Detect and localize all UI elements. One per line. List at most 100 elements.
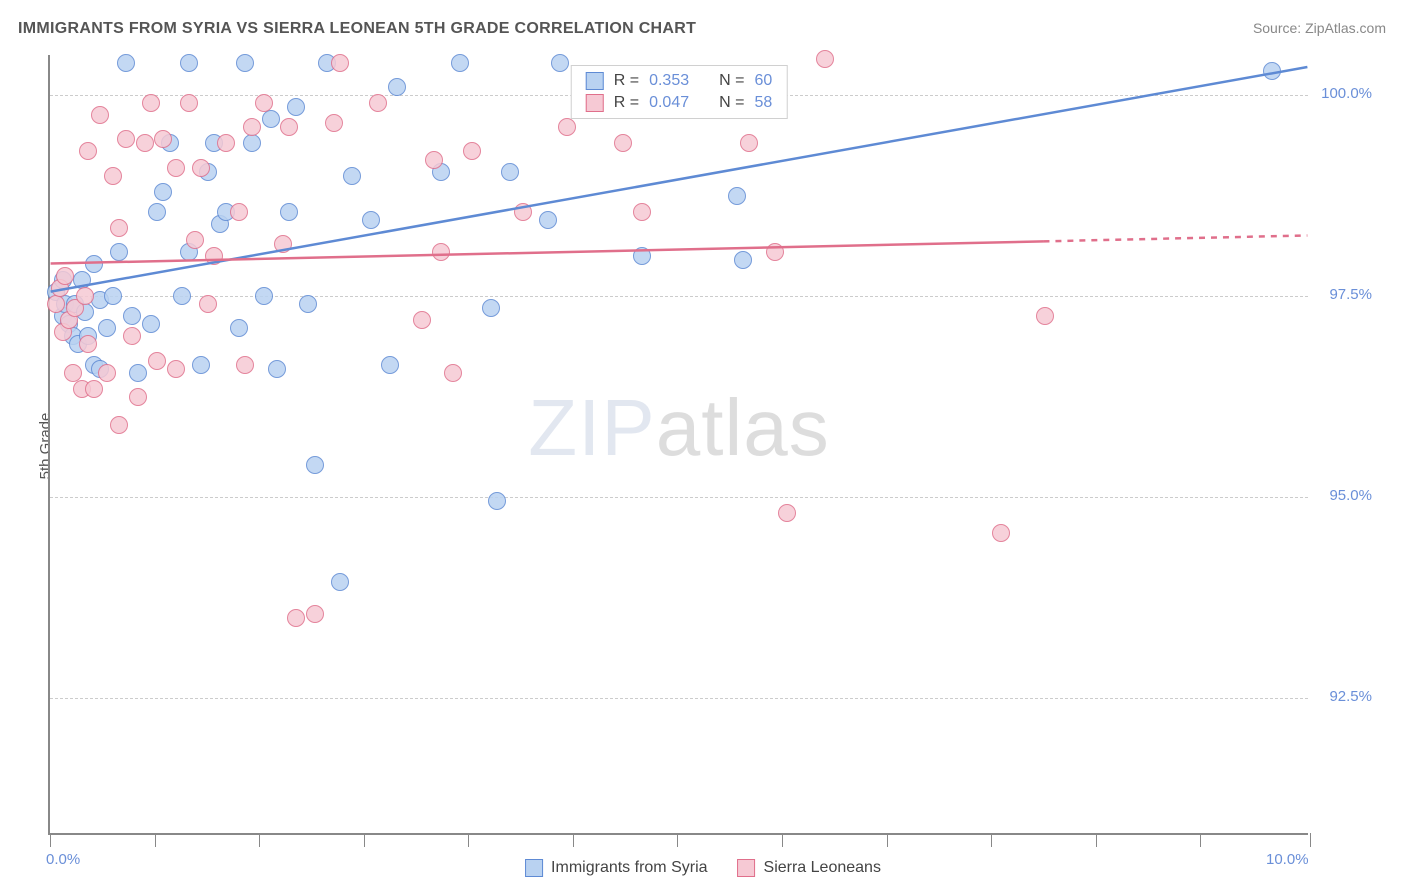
scatter-point [299,295,317,313]
scatter-point [451,54,469,72]
y-tick-label: 97.5% [1329,286,1372,303]
scatter-point [514,203,532,221]
scatter-point [274,235,292,253]
legend-swatch-0 [586,72,604,90]
scatter-point [413,311,431,329]
scatter-point [280,203,298,221]
legend-r-label-1: R = [614,94,639,112]
chart-container: IMMIGRANTS FROM SYRIA VS SIERRA LEONEAN … [0,0,1406,892]
scatter-point [488,492,506,510]
scatter-point [306,605,324,623]
scatter-point [243,134,261,152]
scatter-point [432,243,450,261]
x-minor-tick [1200,833,1201,847]
plot-area: ZIPatlas R = 0.353 N = 60 R = 0.047 N = … [48,55,1308,835]
x-minor-tick [887,833,888,847]
scatter-point [117,130,135,148]
scatter-point [236,356,254,374]
scatter-point [425,151,443,169]
scatter-point [129,388,147,406]
legend-stats-row-0: R = 0.353 N = 60 [586,72,773,90]
scatter-point [104,287,122,305]
scatter-point [236,54,254,72]
x-minor-tick [677,833,678,847]
scatter-point [205,247,223,265]
scatter-point [230,203,248,221]
scatter-point [129,364,147,382]
x-minor-tick [468,833,469,847]
scatter-point [633,203,651,221]
scatter-point [306,456,324,474]
scatter-point [734,251,752,269]
scatter-point [268,360,286,378]
scatter-point [142,315,160,333]
scatter-point [110,219,128,237]
scatter-point [117,54,135,72]
scatter-point [110,416,128,434]
legend-series-swatch-0 [525,859,543,877]
legend-r-value-0: 0.353 [649,72,689,90]
scatter-point [98,319,116,337]
watermark-atlas: atlas [656,383,830,472]
scatter-point [287,98,305,116]
scatter-point [740,134,758,152]
scatter-point [633,247,651,265]
scatter-point [816,50,834,68]
scatter-point [766,243,784,261]
scatter-point [343,167,361,185]
legend-r-value-1: 0.047 [649,94,689,112]
scatter-point [79,335,97,353]
scatter-point [110,243,128,261]
y-tick-label: 95.0% [1329,487,1372,504]
scatter-point [369,94,387,112]
scatter-point [728,187,746,205]
scatter-point [148,352,166,370]
scatter-point [199,295,217,313]
legend-series-label-1: Sierra Leoneans [764,859,881,877]
scatter-point [551,54,569,72]
legend-stats-row-1: R = 0.047 N = 58 [586,94,773,112]
scatter-point [539,211,557,229]
grid-line [50,296,1308,297]
scatter-point [614,134,632,152]
scatter-point [85,380,103,398]
scatter-point [230,319,248,337]
scatter-point [482,299,500,317]
scatter-point [463,142,481,160]
scatter-point [180,54,198,72]
scatter-point [255,287,273,305]
scatter-point [1263,62,1281,80]
scatter-point [558,118,576,136]
legend-n-label-1: N = [719,94,744,112]
scatter-point [243,118,261,136]
scatter-point [98,364,116,382]
x-minor-tick [991,833,992,847]
x-minor-tick [364,833,365,847]
watermark: ZIPatlas [528,382,829,474]
scatter-point [331,573,349,591]
x-minor-tick [573,833,574,847]
legend-series-item-0: Immigrants from Syria [525,859,707,877]
scatter-point [104,167,122,185]
scatter-point [85,255,103,273]
trend-lines [50,55,1308,833]
x-tick-label: 10.0% [1266,851,1309,868]
legend-series-item-1: Sierra Leoneans [738,859,881,877]
legend-n-label-0: N = [719,72,744,90]
scatter-point [186,231,204,249]
scatter-point [167,360,185,378]
scatter-point [501,163,519,181]
scatter-point [388,78,406,96]
chart-title: IMMIGRANTS FROM SYRIA VS SIERRA LEONEAN … [18,20,696,38]
scatter-point [381,356,399,374]
scatter-point [167,159,185,177]
scatter-point [778,504,796,522]
legend-series: Immigrants from Syria Sierra Leoneans [525,859,881,877]
x-tick-label: 0.0% [46,851,80,868]
scatter-point [136,134,154,152]
scatter-point [64,364,82,382]
legend-stats: R = 0.353 N = 60 R = 0.047 N = 58 [571,65,788,119]
legend-series-label-0: Immigrants from Syria [551,859,707,877]
x-major-tick [50,833,51,847]
scatter-point [331,54,349,72]
